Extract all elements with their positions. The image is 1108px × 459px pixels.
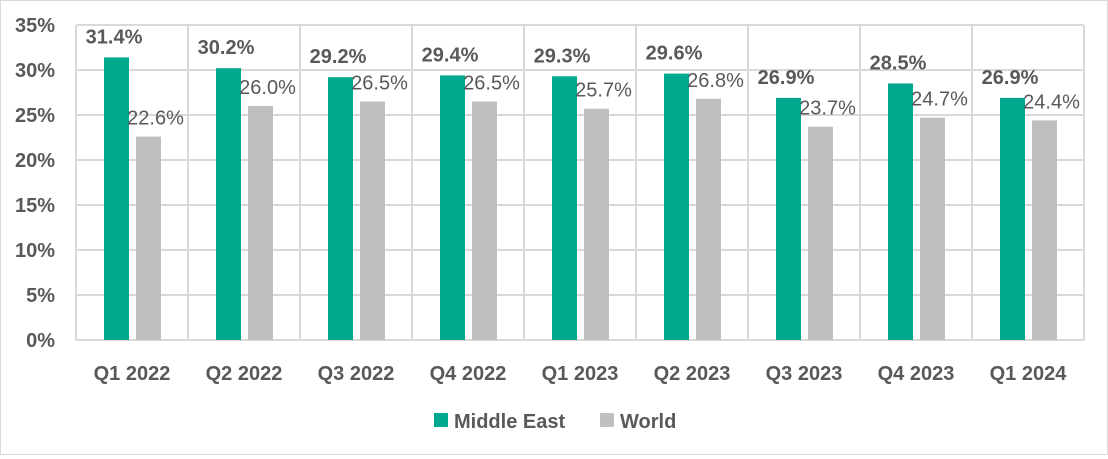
data-label-middle-east: 29.6%: [646, 43, 703, 65]
legend-label-middle-east: Middle East: [454, 411, 565, 433]
bar-middle-east: [216, 68, 241, 340]
x-tick-label: Q1 2023: [542, 363, 619, 385]
data-label-world: 26.0%: [239, 77, 296, 99]
bar-middle-east: [328, 77, 353, 340]
data-label-world: 25.7%: [575, 80, 632, 102]
y-tick-label: 25%: [15, 105, 55, 127]
legend-label-world: World: [620, 411, 676, 433]
x-tick-label: Q3 2022: [318, 363, 395, 385]
data-label-world: 26.5%: [351, 73, 408, 95]
bar-world: [584, 108, 609, 340]
x-tick-label: Q3 2023: [766, 363, 843, 385]
y-tick-label: 10%: [15, 240, 55, 262]
data-label-middle-east: 30.2%: [198, 37, 255, 59]
data-label-world: 23.7%: [799, 98, 856, 120]
data-label-middle-east: 31.4%: [86, 26, 143, 48]
bar-middle-east: [888, 83, 913, 340]
bar-middle-east: [104, 57, 129, 341]
bar-world: [920, 117, 945, 340]
bar-middle-east: [440, 75, 465, 341]
bar-world: [360, 101, 385, 340]
data-label-world: 26.8%: [687, 70, 744, 92]
bar-world: [472, 101, 497, 340]
x-tick-label: Q4 2023: [878, 363, 955, 385]
bar-middle-east: [664, 73, 689, 340]
data-label-middle-east: 26.9%: [982, 67, 1039, 89]
bar-world: [136, 136, 161, 340]
y-tick-label: 30%: [15, 60, 55, 82]
bar-world: [248, 106, 273, 340]
data-label-middle-east: 29.4%: [422, 44, 479, 66]
x-tick-label: Q1 2022: [94, 363, 171, 385]
bar-middle-east: [776, 97, 801, 341]
data-label-middle-east: 29.3%: [534, 45, 591, 67]
y-tick-label: 15%: [15, 195, 55, 217]
legend-swatch-middle-east: [434, 413, 448, 427]
x-tick-label: Q1 2024: [990, 363, 1068, 385]
y-tick-label: 5%: [26, 285, 55, 307]
legend-swatch-world: [600, 413, 614, 427]
bar-world: [696, 98, 721, 340]
x-tick-label: Q4 2022: [430, 363, 507, 385]
y-tick-label: 0%: [26, 330, 55, 352]
data-label-world: 24.4%: [1023, 91, 1080, 113]
data-label-world: 24.7%: [911, 89, 968, 111]
bar-world: [808, 126, 833, 340]
data-label-world: 26.5%: [463, 73, 520, 95]
x-tick-label: Q2 2023: [654, 363, 731, 385]
data-label-middle-east: 26.9%: [758, 67, 815, 89]
bar-middle-east: [1000, 97, 1025, 341]
bar-world: [1032, 120, 1057, 341]
bar-middle-east: [552, 76, 577, 341]
data-label-world: 22.6%: [127, 108, 184, 130]
data-label-middle-east: 29.2%: [310, 46, 367, 68]
data-label-middle-east: 28.5%: [870, 53, 927, 75]
x-tick-label: Q2 2022: [206, 363, 283, 385]
y-tick-label: 35%: [15, 15, 55, 37]
y-tick-label: 20%: [15, 150, 55, 172]
